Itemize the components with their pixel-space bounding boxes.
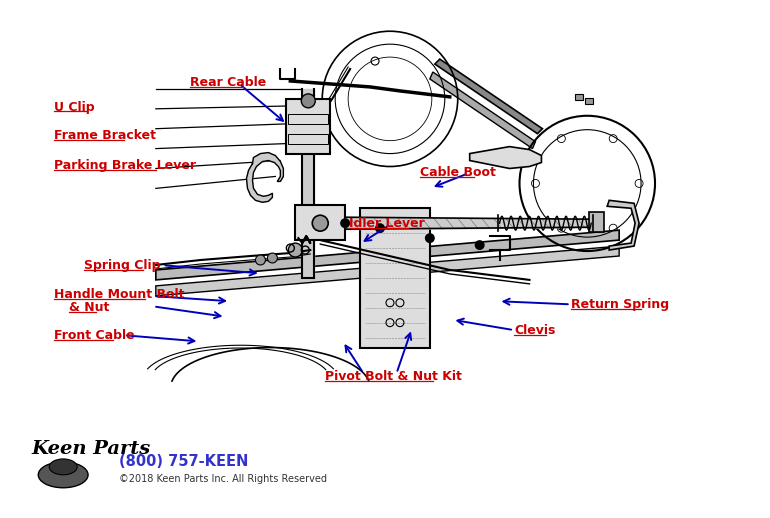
Bar — [286, 99, 330, 153]
Circle shape — [425, 233, 435, 243]
Text: Return Spring: Return Spring — [571, 298, 669, 311]
Polygon shape — [156, 246, 619, 296]
Circle shape — [474, 240, 484, 250]
Text: Frame Bracket: Frame Bracket — [54, 129, 156, 142]
Text: ©2018 Keen Parts Inc. All Rights Reserved: ©2018 Keen Parts Inc. All Rights Reserve… — [119, 474, 327, 484]
Polygon shape — [608, 200, 639, 250]
Text: Keen Parts: Keen Parts — [32, 440, 150, 458]
Bar — [296, 205, 345, 240]
Bar — [589, 212, 604, 232]
Text: (800) 757-KEEN: (800) 757-KEEN — [119, 454, 249, 469]
Polygon shape — [360, 208, 430, 348]
Circle shape — [288, 243, 303, 257]
Circle shape — [375, 223, 385, 233]
Polygon shape — [156, 230, 619, 280]
Ellipse shape — [49, 459, 77, 475]
Bar — [288, 114, 328, 124]
Bar — [575, 94, 584, 100]
Text: Handle Mount Bolt: Handle Mount Bolt — [54, 287, 184, 300]
Polygon shape — [246, 153, 283, 203]
Bar — [585, 98, 593, 104]
Text: Pivot Bolt & Nut Kit: Pivot Bolt & Nut Kit — [325, 370, 462, 383]
Circle shape — [313, 215, 328, 231]
Ellipse shape — [38, 462, 88, 488]
Text: Idler Lever: Idler Lever — [349, 218, 425, 231]
Text: Parking Brake Lever: Parking Brake Lever — [54, 159, 196, 172]
Text: U Clip: U Clip — [54, 100, 94, 113]
Text: Clevis: Clevis — [514, 324, 555, 337]
Polygon shape — [435, 59, 542, 134]
Text: Front Cable: Front Cable — [54, 329, 134, 342]
Polygon shape — [430, 72, 535, 149]
Circle shape — [256, 255, 266, 265]
Polygon shape — [470, 147, 541, 168]
Circle shape — [340, 218, 350, 228]
Text: Rear Cable: Rear Cable — [190, 76, 266, 89]
Text: Cable Boot: Cable Boot — [420, 166, 496, 179]
Circle shape — [301, 94, 315, 108]
Text: Spring Clip: Spring Clip — [84, 258, 161, 271]
Circle shape — [267, 253, 277, 263]
Bar — [288, 134, 328, 143]
Text: & Nut: & Nut — [69, 301, 109, 314]
